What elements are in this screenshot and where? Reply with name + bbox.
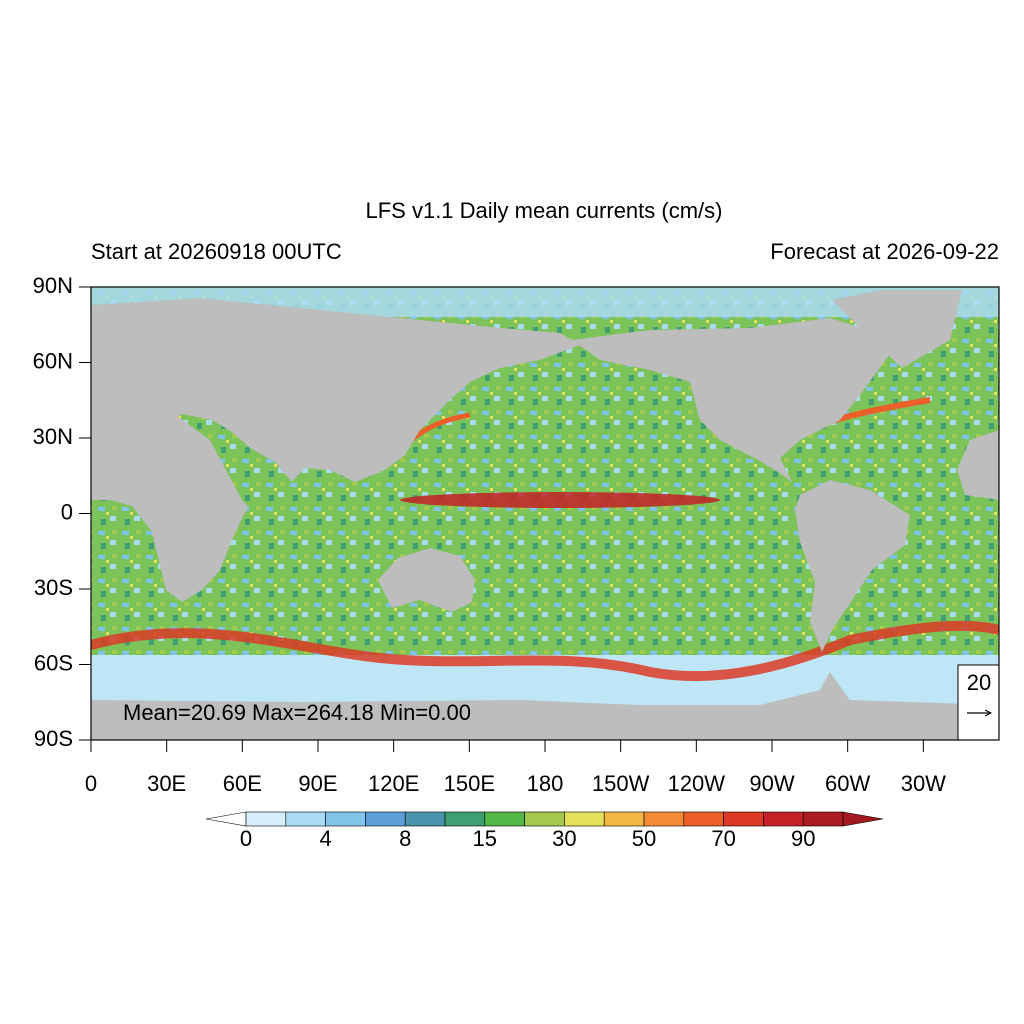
colorbar-box (484, 811, 525, 827)
land-eurasia (91, 298, 580, 482)
colorbar-label: 90 (791, 826, 815, 851)
colorbar-box (444, 811, 486, 827)
colorbar-box (643, 811, 685, 827)
x-tick-label: 150E (444, 771, 495, 796)
land-australia (378, 548, 475, 612)
x-tick-label: 30W (901, 771, 946, 796)
colorbar-label: 15 (473, 826, 497, 851)
land-south-america (795, 480, 910, 652)
equatorial-current (400, 492, 720, 508)
statistics: Mean=20.69 Max=264.18 Min=0.00 (123, 700, 471, 725)
land-west-africa (957, 430, 999, 500)
y-tick-label: 60N (33, 348, 73, 373)
y-tick-label: 30N (33, 424, 73, 449)
colorbar-under (205, 811, 247, 827)
land-greenland (832, 290, 962, 368)
y-tick-label: 60S (34, 650, 73, 675)
y-tick-label: 90S (34, 726, 73, 751)
colorbar-over (842, 811, 884, 827)
y-tick-label: 30S (34, 575, 73, 600)
x-tick-label: 120W (668, 771, 726, 796)
x-tick-label: 90E (298, 771, 337, 796)
x-tick-label: 90W (749, 771, 794, 796)
y-tick-label: 90N (33, 273, 73, 298)
land-antarctica (91, 672, 999, 740)
x-tick-label: 120E (368, 771, 419, 796)
reference-vector-label: 20 (967, 670, 991, 695)
colorbar-label: 0 (240, 826, 252, 851)
x-tick-label: 30E (147, 771, 186, 796)
colorbar-box (325, 811, 366, 827)
colorbar-label: 30 (552, 826, 576, 851)
colorbar-label: 50 (632, 826, 656, 851)
colorbar-box (763, 811, 804, 827)
x-tick-label: 150W (592, 771, 650, 796)
colorbar-box (285, 811, 326, 827)
x-tick-label: 60E (223, 771, 262, 796)
colorbar-box (603, 811, 645, 827)
colorbar-label: 4 (319, 826, 331, 851)
title: LFS v1.1 Daily mean currents (cm/s) (366, 198, 723, 223)
colorbar-label: 70 (711, 826, 735, 851)
x-tick-label: 0 (85, 771, 97, 796)
land-north-america (572, 318, 900, 482)
colorbar-box (802, 811, 844, 827)
colorbar-box (524, 811, 565, 827)
colorbar-box (723, 811, 764, 827)
y-tick-label: 0 (61, 499, 73, 524)
subtitle-left: Start at 20260918 00UTC (91, 239, 342, 264)
x-tick-label: 60W (825, 771, 870, 796)
colorbar-box (245, 811, 287, 827)
colorbar-box (365, 811, 406, 827)
land-africa (91, 418, 248, 602)
colorbar-box (683, 811, 724, 827)
colorbar-box (404, 811, 446, 827)
colorbar-label: 8 (399, 826, 411, 851)
circumpolar-current (91, 620, 999, 682)
map-area (91, 287, 999, 740)
reference-vector-box (957, 664, 999, 740)
colorbar-box (564, 811, 605, 827)
x-tick-label: 180 (527, 771, 564, 796)
subtitle-right: Forecast at 2026-09-22 (770, 239, 999, 264)
reference-arrowhead (984, 709, 993, 717)
